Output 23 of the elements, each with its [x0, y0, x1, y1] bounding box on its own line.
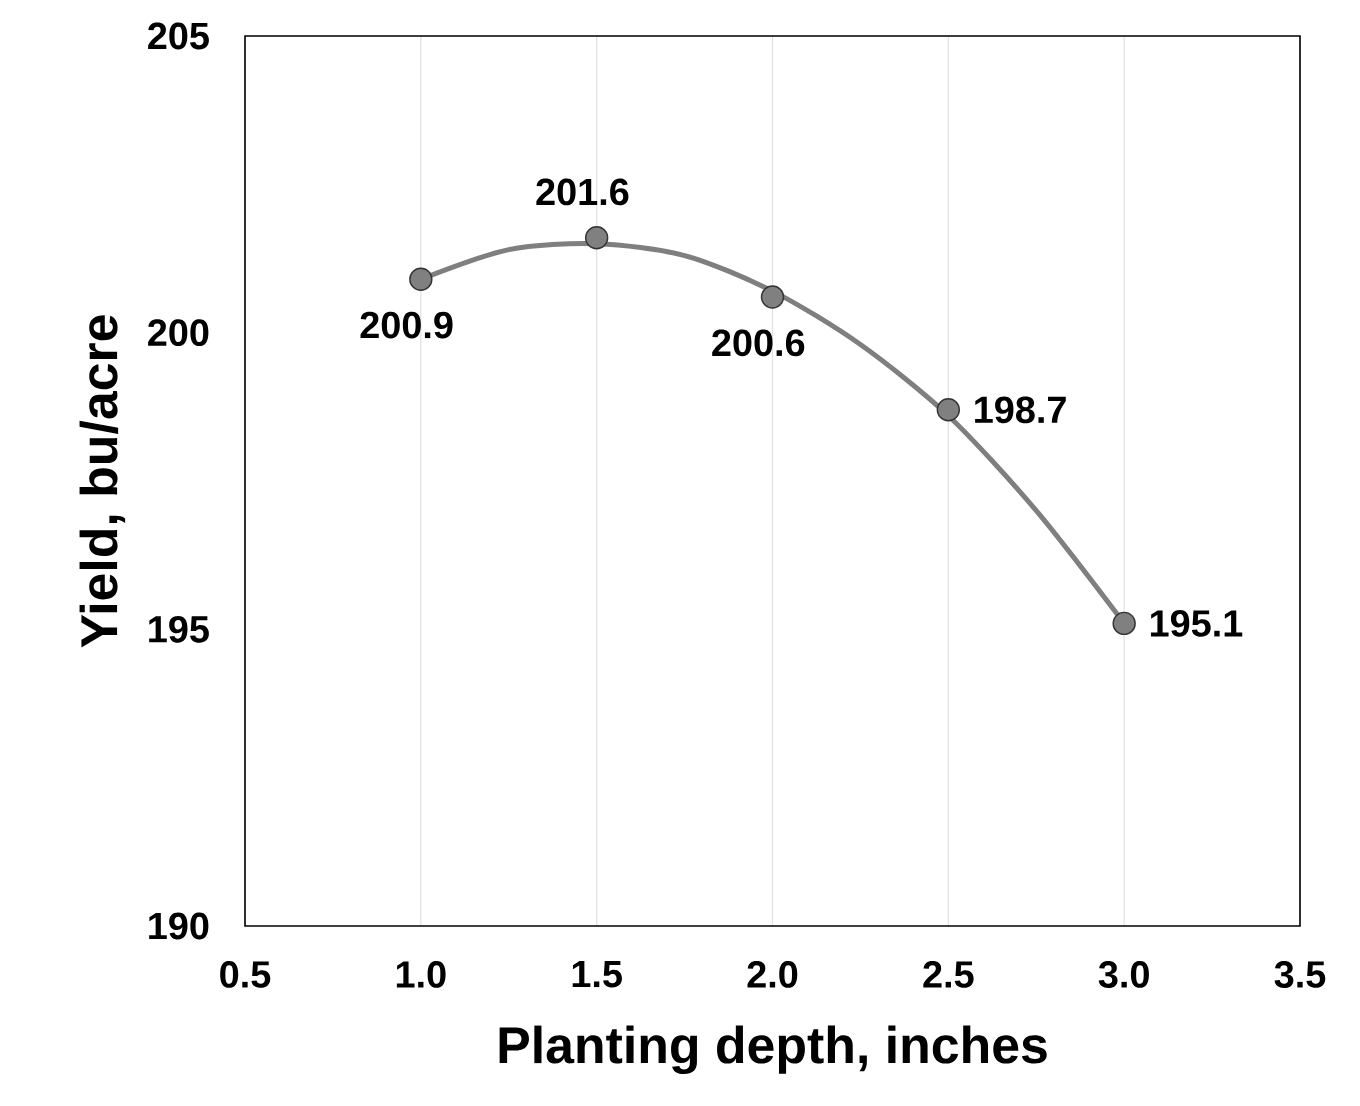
- point: [1112, 611, 1136, 636]
- y-tick-label: 205: [148, 22, 209, 50]
- y-tick-label: 200: [148, 319, 209, 347]
- data-label: 198.7: [975, 396, 1066, 424]
- y-axis-title: Yield, bu/acre: [79, 315, 126, 648]
- y-tick-label: 190: [149, 912, 209, 940]
- x-tick-label: 0.5: [220, 961, 271, 988]
- point: [584, 226, 609, 250]
- x-tick-label: 3.0: [1098, 961, 1149, 988]
- x-tick-label: 2.0: [747, 961, 798, 988]
- data-label: 201.6: [536, 178, 629, 206]
- point: [760, 285, 785, 309]
- data-label: 200.6: [712, 329, 805, 357]
- x-tick-label: 1.0: [396, 961, 446, 988]
- data-label: 200.9: [360, 311, 453, 339]
- y-tick-label: 195: [149, 615, 209, 643]
- data-label: 195.1: [1150, 609, 1243, 637]
- x-tick-label: 2.5: [923, 961, 974, 988]
- x-tick-label: 1.5: [572, 961, 622, 988]
- x-axis-title: Planting depth, inches: [499, 1025, 1047, 1075]
- point: [936, 398, 961, 422]
- x-tick-label: 3.5: [1274, 961, 1326, 988]
- point: [409, 267, 433, 291]
